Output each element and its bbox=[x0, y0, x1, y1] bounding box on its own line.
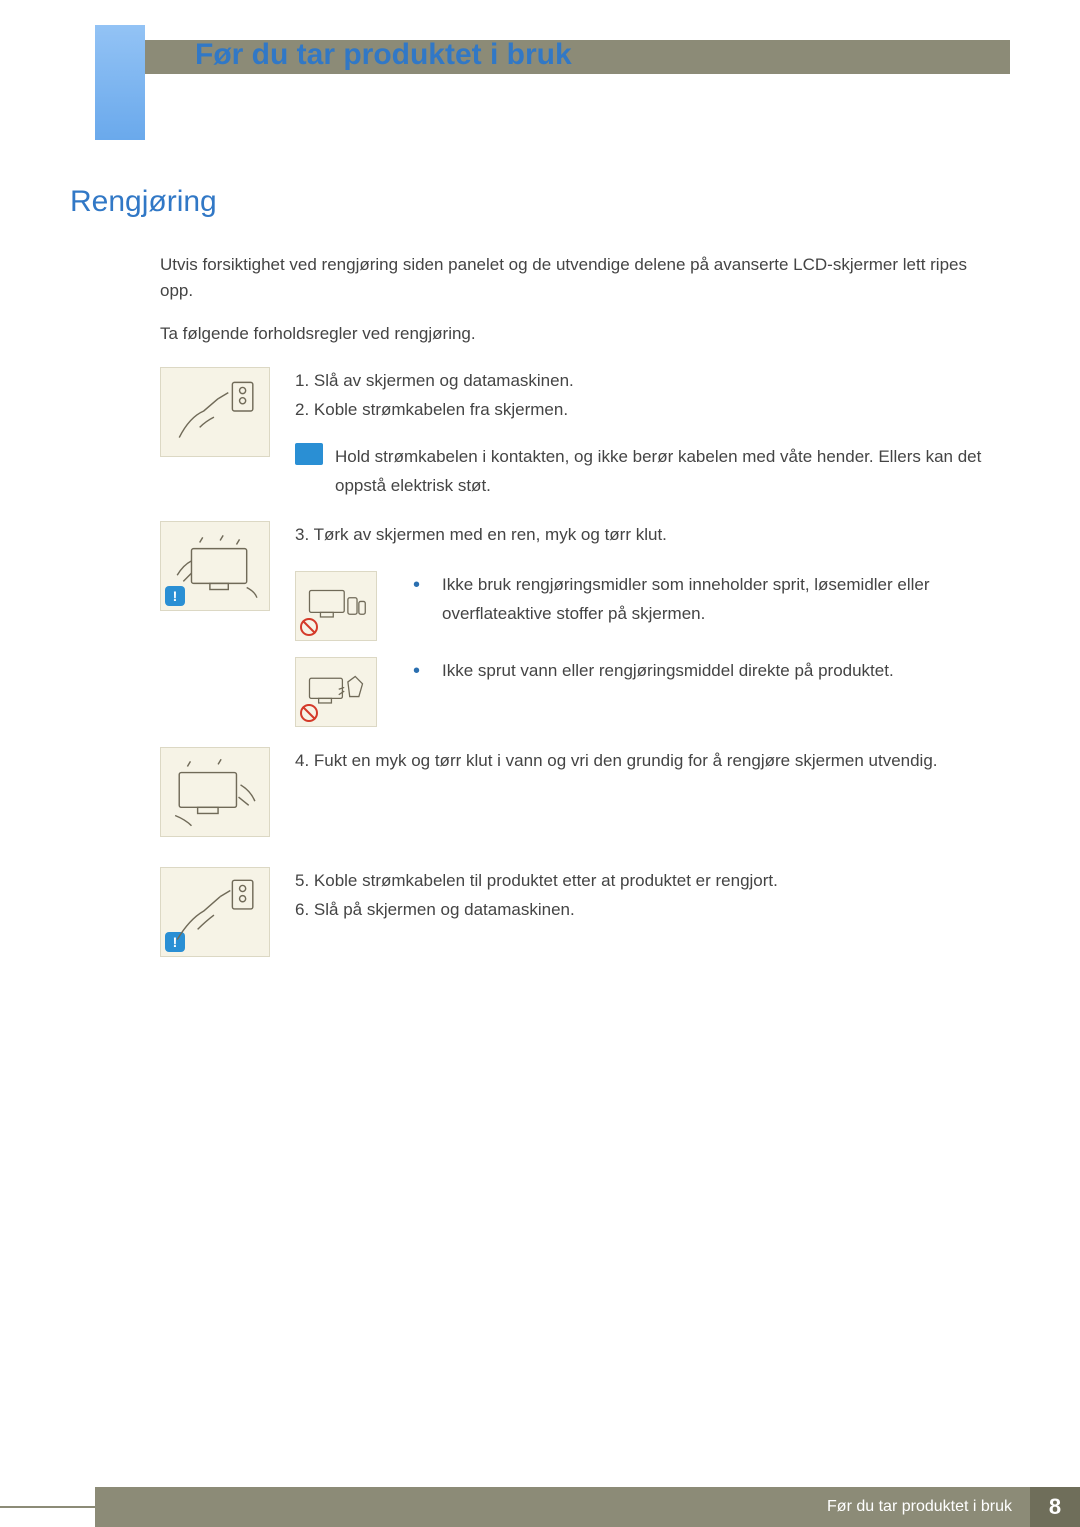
step-5-6-text: 5. Koble strømkabelen til produktet ette… bbox=[295, 867, 1000, 925]
header-title: Før du tar produktet i bruk bbox=[195, 38, 572, 72]
intro-paragraph-1: Utvis forsiktighet ved rengjøring siden … bbox=[160, 252, 1000, 305]
illustration-plug-in: ! bbox=[160, 867, 270, 957]
step-3-text-col: 3. Tørk av skjermen med en ren, myk og t… bbox=[295, 521, 1000, 728]
section-heading: Rengjøring bbox=[70, 185, 217, 219]
step-6: 6. Slå på skjermen og datamaskinen. bbox=[295, 896, 1000, 925]
illustration-unplug bbox=[160, 367, 270, 457]
step-1: 1. Slå av skjermen og datamaskinen. bbox=[295, 367, 1000, 396]
footer-page-number: 8 bbox=[1030, 1487, 1080, 1527]
bullet-row-2: • Ikke sprut vann eller rengjøringsmidde… bbox=[295, 657, 1000, 727]
header-tab bbox=[95, 25, 145, 140]
footer-line bbox=[0, 1506, 95, 1527]
step-row-1: 1. Slå av skjermen og datamaskinen. 2. K… bbox=[160, 367, 1000, 501]
bullet-row-1: • Ikke bruk rengjøringsmidler som inneho… bbox=[295, 571, 1000, 641]
content-region: Utvis forsiktighet ved rengjøring siden … bbox=[160, 252, 1000, 957]
illustration-no-spray bbox=[295, 657, 377, 727]
bullet-dot-icon: • bbox=[413, 575, 420, 595]
illustration-damp-cloth bbox=[160, 747, 270, 837]
footer: Før du tar produktet i bruk 8 bbox=[0, 1487, 1080, 1527]
footer-bar: Før du tar produktet i bruk bbox=[95, 1487, 1030, 1527]
step-2: 2. Koble strømkabelen fra skjermen. bbox=[295, 396, 1000, 425]
bullet-dot-icon: • bbox=[413, 661, 420, 681]
caution-icon bbox=[295, 443, 323, 465]
note-row-1: Hold strømkabelen i kontakten, og ikke b… bbox=[295, 443, 1000, 501]
illustration-no-chemicals bbox=[295, 571, 377, 641]
step-row-3: ! 3. Tørk av skjermen med en ren, myk og… bbox=[160, 521, 1000, 728]
step-5: 5. Koble strømkabelen til produktet ette… bbox=[295, 867, 1000, 896]
intro-paragraph-2: Ta følgende forholdsregler ved rengjørin… bbox=[160, 321, 1000, 347]
illustration-wipe: ! bbox=[160, 521, 270, 611]
step-3: 3. Tørk av skjermen med en ren, myk og t… bbox=[295, 521, 1000, 550]
footer-text: Før du tar produktet i bruk bbox=[827, 1498, 1012, 1516]
step-4: 4. Fukt en myk og tørr klut i vann og vr… bbox=[295, 747, 1000, 776]
bullet-1-text: Ikke bruk rengjøringsmidler som innehold… bbox=[442, 571, 1000, 629]
step-row-4: 4. Fukt en myk og tørr klut i vann og vr… bbox=[160, 747, 1000, 837]
step-1-2-text: 1. Slå av skjermen og datamaskinen. 2. K… bbox=[295, 367, 1000, 501]
note-1-text: Hold strømkabelen i kontakten, og ikke b… bbox=[335, 443, 1000, 501]
bullet-2-text: Ikke sprut vann eller rengjøringsmiddel … bbox=[442, 657, 1000, 686]
step-row-5: ! 5. Koble strømkabelen til produktet et… bbox=[160, 867, 1000, 957]
